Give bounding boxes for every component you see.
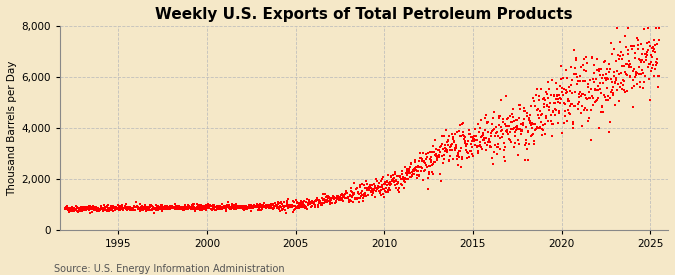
Y-axis label: Thousand Barrels per Day: Thousand Barrels per Day — [7, 60, 17, 196]
Title: Weekly U.S. Exports of Total Petroleum Products: Weekly U.S. Exports of Total Petroleum P… — [155, 7, 572, 22]
Text: Source: U.S. Energy Information Administration: Source: U.S. Energy Information Administ… — [54, 264, 285, 274]
